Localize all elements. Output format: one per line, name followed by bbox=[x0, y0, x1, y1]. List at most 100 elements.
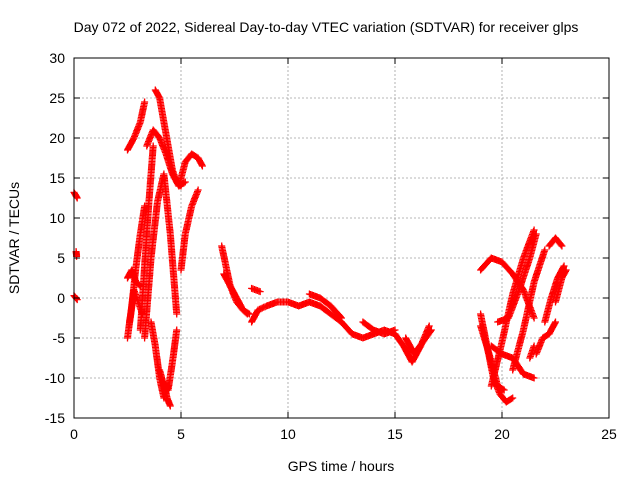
data-point bbox=[194, 154, 206, 169]
series-t20 bbox=[248, 284, 264, 296]
data-point bbox=[73, 296, 81, 304]
data-point bbox=[248, 307, 261, 326]
y-tick-label: 5 bbox=[57, 250, 65, 266]
data-point bbox=[338, 318, 355, 337]
data-point bbox=[188, 150, 201, 161]
data-point bbox=[427, 326, 435, 334]
data-point bbox=[156, 94, 168, 124]
x-tick-label: 20 bbox=[494, 426, 510, 442]
data-point bbox=[166, 230, 181, 316]
tick-labels: 0 5 10 15 20 25 -15 -10 -5 0 5 10 15 20 25 30 bbox=[45, 50, 617, 442]
data-point bbox=[70, 292, 80, 303]
data-point bbox=[316, 302, 334, 317]
x-tick-label: 15 bbox=[387, 426, 403, 442]
data-point bbox=[487, 340, 506, 390]
series-t1 bbox=[70, 188, 81, 202]
data-point bbox=[519, 228, 537, 262]
data-marks bbox=[70, 86, 570, 410]
data-point bbox=[149, 126, 163, 141]
data-point bbox=[160, 170, 174, 236]
data-point bbox=[316, 294, 334, 309]
data-point bbox=[147, 318, 159, 348]
data-point bbox=[532, 336, 546, 358]
data-point bbox=[164, 360, 176, 394]
data-point bbox=[147, 200, 161, 262]
data-point bbox=[552, 318, 559, 326]
series-t32 bbox=[494, 230, 540, 326]
series-t10 bbox=[141, 170, 181, 342]
data-point bbox=[558, 267, 569, 282]
data-point bbox=[500, 386, 508, 394]
data-point bbox=[327, 310, 344, 325]
series-t8 bbox=[136, 142, 157, 334]
y-tick-label: 30 bbox=[49, 50, 65, 66]
data-point bbox=[530, 342, 538, 350]
y-tick-label: 0 bbox=[57, 290, 65, 306]
data-point bbox=[141, 200, 153, 270]
data-point bbox=[359, 318, 376, 333]
data-point bbox=[132, 232, 144, 270]
data-point bbox=[181, 204, 195, 238]
x-tick-label: 25 bbox=[601, 426, 617, 442]
data-point bbox=[256, 288, 264, 296]
data-point bbox=[145, 144, 157, 206]
data-point bbox=[175, 160, 189, 190]
data-point bbox=[547, 275, 561, 302]
data-point bbox=[477, 255, 494, 274]
x-axis-title: GPS time / hours bbox=[288, 458, 395, 474]
series-t33 bbox=[509, 246, 549, 374]
x-tick-label: 10 bbox=[280, 426, 296, 442]
data-point bbox=[526, 232, 540, 262]
series-t11 bbox=[151, 86, 185, 190]
series-t16 bbox=[175, 150, 206, 190]
series-t15 bbox=[177, 186, 202, 274]
chart-title: Day 072 of 2022, Sidereal Day-to-day VTE… bbox=[74, 19, 579, 35]
y-tick-label: 25 bbox=[49, 90, 65, 106]
plot-frame bbox=[73, 57, 610, 419]
data-point bbox=[477, 322, 493, 356]
axis-ticks bbox=[73, 57, 610, 419]
data-point bbox=[218, 242, 230, 268]
data-point bbox=[166, 402, 174, 410]
data-point bbox=[149, 142, 157, 150]
data-point bbox=[194, 186, 202, 194]
data-point bbox=[515, 256, 533, 294]
data-point bbox=[541, 246, 549, 254]
data-point bbox=[419, 327, 434, 346]
data-point bbox=[560, 262, 568, 270]
y-tick-label: 15 bbox=[49, 170, 65, 186]
data-point bbox=[141, 202, 149, 210]
data-point bbox=[539, 331, 552, 342]
data-point bbox=[239, 306, 252, 317]
data-point bbox=[254, 303, 269, 314]
data-point bbox=[530, 314, 538, 322]
data-point bbox=[554, 263, 567, 282]
series-t34 bbox=[526, 342, 538, 362]
data-point bbox=[70, 188, 81, 201]
series-t38 bbox=[552, 266, 570, 306]
data-point bbox=[502, 395, 515, 406]
series-t36 bbox=[541, 262, 568, 326]
data-point bbox=[498, 258, 516, 277]
data-point bbox=[530, 248, 548, 286]
data-point bbox=[156, 134, 169, 156]
data-point bbox=[132, 278, 143, 289]
data-point bbox=[530, 226, 538, 234]
series-t22 bbox=[305, 290, 345, 322]
y-tick-label: -10 bbox=[45, 370, 65, 386]
y-tick-label: 20 bbox=[49, 130, 65, 146]
series-t14 bbox=[160, 378, 174, 410]
data-point bbox=[177, 232, 189, 274]
data-point bbox=[73, 194, 81, 202]
data-point bbox=[562, 266, 570, 274]
data-point bbox=[245, 310, 253, 318]
y-axis-title: SDTVAR / TECUs bbox=[6, 182, 22, 294]
data-point bbox=[226, 282, 240, 301]
data-point bbox=[509, 328, 527, 374]
series-t4 bbox=[124, 98, 149, 154]
data-point bbox=[504, 288, 523, 322]
data-point bbox=[410, 339, 426, 358]
series-t24 bbox=[359, 318, 399, 338]
y-tick-label: 10 bbox=[49, 210, 65, 226]
